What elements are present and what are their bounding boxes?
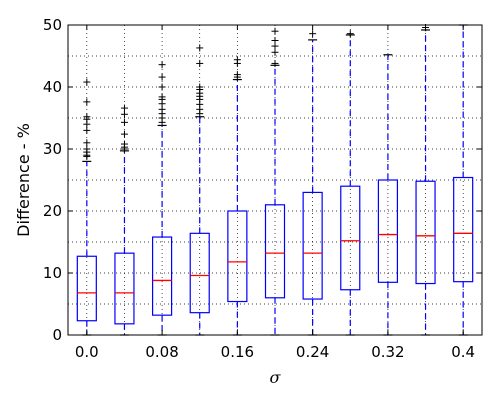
box (264, 204, 286, 299)
y-axis-label: Difference - % (14, 123, 33, 237)
outlier-point (158, 83, 166, 91)
box-group (151, 61, 173, 336)
outlier-point (271, 59, 279, 67)
y-tick-label: 0 (52, 326, 62, 344)
y-tick-label: 40 (43, 78, 62, 96)
outlier-point (83, 139, 91, 147)
box-group (415, 23, 436, 336)
x-axis-label: σ (270, 368, 282, 387)
box-group (76, 78, 97, 336)
box (189, 232, 210, 314)
outlier-point (83, 113, 91, 121)
box (227, 210, 248, 303)
box-group (189, 44, 210, 336)
outlier-point (196, 59, 204, 67)
box (453, 176, 474, 283)
box-group (264, 27, 286, 336)
outlier-point (83, 145, 91, 153)
outlier-point (120, 104, 128, 112)
outlier-point (120, 130, 128, 138)
box (302, 191, 323, 300)
box (340, 185, 361, 291)
outlier-point (309, 30, 317, 38)
outlier-point (271, 48, 279, 56)
plot-frame (67, 24, 483, 336)
outlier-point (83, 126, 91, 134)
y-tick-label: 50 (43, 16, 62, 34)
box-group (377, 54, 399, 336)
outlier-point (83, 98, 91, 106)
box (377, 179, 399, 283)
ticks: 0 10 20 30 40 50 0.0 0.08 0.16 0.24 0.32 0.4 (43, 16, 482, 361)
outlier-point (233, 71, 241, 79)
x-tick-label: 0.16 (221, 343, 254, 361)
boxes (76, 23, 474, 336)
box (114, 252, 135, 325)
outlier-point (83, 78, 91, 86)
x-tick-label: 0.24 (296, 343, 329, 361)
outlier-point (271, 37, 279, 44)
outlier-point (271, 27, 279, 35)
outlier-point (120, 140, 128, 148)
box (151, 236, 173, 316)
outlier-point (158, 73, 166, 81)
outlier-point (158, 61, 166, 69)
x-tick-label: 0.08 (145, 343, 178, 361)
outlier-point (233, 56, 241, 64)
x-tick-label: 0.4 (451, 343, 475, 361)
outlier-point (158, 93, 166, 101)
box (415, 180, 436, 285)
x-tick-label: 0.0 (75, 343, 99, 361)
x-tick-label: 0.32 (371, 343, 404, 361)
box-group (227, 56, 248, 336)
outlier-point (120, 118, 128, 126)
box (76, 255, 97, 322)
outlier-point (196, 83, 204, 91)
box-group (340, 30, 361, 336)
outlier-point (196, 44, 204, 52)
y-tick-label: 20 (43, 202, 62, 220)
outlier-point (120, 110, 128, 118)
outlier-point (346, 30, 354, 38)
y-tick-label: 30 (43, 140, 62, 158)
grid (68, 25, 482, 335)
box-group (114, 104, 135, 336)
y-tick-label: 10 (43, 264, 62, 282)
